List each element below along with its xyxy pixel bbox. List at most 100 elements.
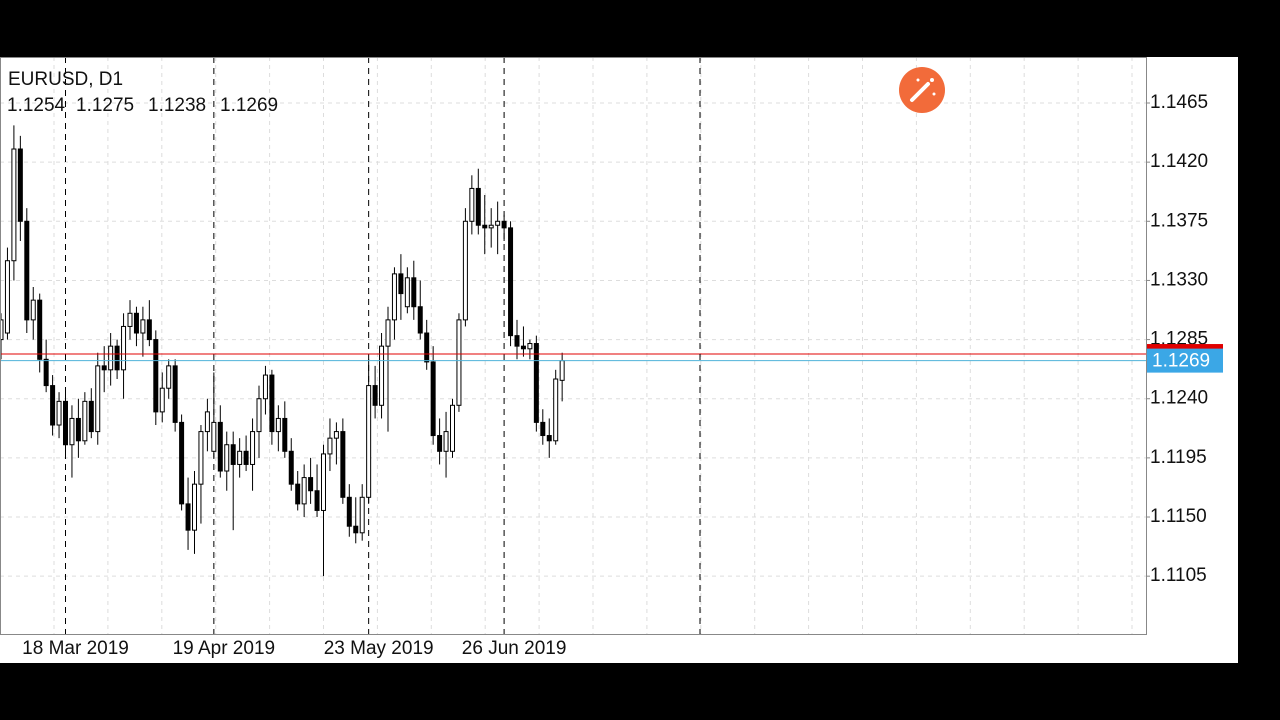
bid-label-bg: [1147, 348, 1223, 373]
candle-body: [508, 227, 514, 337]
candle-body: [275, 417, 281, 433]
candle-body: [475, 187, 481, 226]
y-tick-label: 1.1420: [1150, 151, 1208, 172]
candle-body: [308, 477, 314, 492]
candle-body: [327, 437, 333, 455]
candle-body: [501, 220, 507, 229]
candle-body: [372, 385, 378, 406]
candle-body: [82, 400, 88, 442]
candle-body: [121, 325, 127, 371]
candle-body: [450, 404, 455, 452]
candle-body: [243, 450, 249, 465]
x-tick-label: 23 May 2019: [324, 638, 434, 659]
candle-body: [295, 483, 301, 505]
candle-body: [95, 365, 101, 433]
y-tick-label: 1.1105: [1150, 565, 1207, 586]
candle-body: [437, 435, 443, 452]
sparkle: [930, 78, 934, 82]
candle-body: [411, 277, 417, 308]
candle-body: [75, 417, 81, 442]
ohlc-header: 1.1254 1.1275 1.1238 1.1269: [7, 95, 278, 116]
y-tick-label: 1.1150: [1150, 506, 1207, 527]
candle-body: [443, 431, 449, 452]
candle-body: [262, 374, 268, 400]
y-tick-label: 1.1240: [1150, 388, 1208, 409]
candle-body: [495, 220, 501, 226]
candle-body: [230, 444, 236, 465]
candle-body: [366, 385, 372, 498]
candle-body: [30, 299, 36, 321]
candle-body: [462, 220, 468, 321]
candle-body: [527, 343, 533, 350]
high-value: 1.1275: [76, 95, 134, 116]
candle-body: [127, 312, 133, 327]
candle-body: [353, 525, 359, 534]
candle-body: [101, 365, 107, 371]
candle-body: [166, 365, 172, 389]
candle-body: [456, 319, 462, 406]
candle-body: [256, 398, 262, 433]
candle-body: [340, 431, 346, 498]
candle-body: [192, 483, 197, 531]
candle-body: [211, 421, 217, 452]
open-value: 1.1254: [7, 95, 66, 116]
wand: [910, 82, 930, 102]
candle-body: [114, 345, 120, 371]
candles: [0, 125, 1146, 577]
candle-body: [198, 431, 204, 485]
candle-body: [4, 260, 10, 334]
candle-body: [546, 435, 552, 442]
candle-body: [321, 453, 326, 511]
candle-body: [159, 387, 165, 413]
y-tick-label: 1.1375: [1150, 210, 1208, 231]
candle-body: [69, 417, 75, 446]
sparkle: [932, 92, 936, 96]
candle-body: [533, 343, 539, 423]
x-tick-label: 19 Apr 2019: [173, 638, 275, 659]
candle-body: [250, 431, 256, 465]
candle-body: [11, 148, 17, 262]
close-value: 1.1269: [220, 95, 278, 116]
candle-body: [559, 360, 565, 381]
magic-button[interactable]: [899, 67, 945, 113]
candle-body: [385, 319, 391, 347]
candle-body: [133, 312, 139, 334]
sparkle: [916, 78, 920, 82]
candle-body: [359, 496, 365, 534]
bid-label: 1.1269: [1152, 351, 1210, 372]
candle-body: [314, 490, 320, 511]
y-tick-label: 1.1195: [1150, 447, 1207, 468]
candle-body: [482, 224, 488, 229]
candle-body: [56, 400, 62, 426]
candle-body: [237, 450, 243, 465]
candle-body: [301, 477, 307, 505]
candle-body: [217, 421, 223, 472]
chart-title: EURUSD, D1: [8, 69, 123, 90]
plot-frame: [0, 57, 1147, 635]
low-value: 1.1238: [148, 95, 206, 116]
candle-body: [424, 332, 430, 363]
candle-body: [269, 374, 275, 433]
candle-body: [333, 431, 339, 439]
candle-body: [50, 385, 56, 426]
candle-body: [417, 306, 423, 334]
candle-body: [63, 400, 68, 446]
y-tick-label: 1.1330: [1150, 269, 1208, 290]
candle-body: [204, 411, 210, 433]
candle-body: [282, 417, 288, 452]
candle-body: [553, 378, 559, 442]
candle-body: [379, 345, 385, 406]
grid: [0, 57, 1146, 634]
candle-body: [17, 148, 23, 222]
candle-body: [520, 345, 526, 350]
candle-body: [488, 224, 494, 229]
candle-body: [108, 345, 114, 371]
chart-background: [0, 57, 1238, 663]
candle-body: [346, 496, 352, 527]
candle-body: [37, 299, 43, 360]
candle-body: [153, 339, 159, 413]
candle-body: [43, 358, 49, 387]
candle-body: [146, 319, 152, 341]
x-tick-label: 26 Jun 2019: [462, 638, 567, 659]
